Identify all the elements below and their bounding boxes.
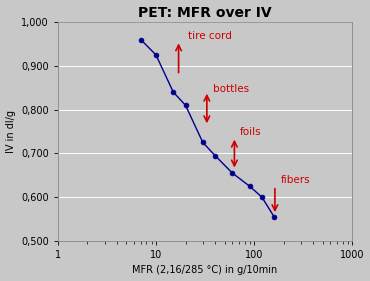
Text: bottles: bottles bbox=[213, 84, 249, 94]
X-axis label: MFR (2,16/285 °C) in g/10min: MFR (2,16/285 °C) in g/10min bbox=[132, 266, 278, 275]
Y-axis label: IV in dl/g: IV in dl/g bbox=[6, 110, 16, 153]
Text: foils: foils bbox=[240, 127, 262, 137]
Title: PET: MFR over IV: PET: MFR over IV bbox=[138, 6, 272, 20]
Text: fibers: fibers bbox=[280, 176, 310, 185]
Text: tire cord: tire cord bbox=[188, 31, 232, 41]
